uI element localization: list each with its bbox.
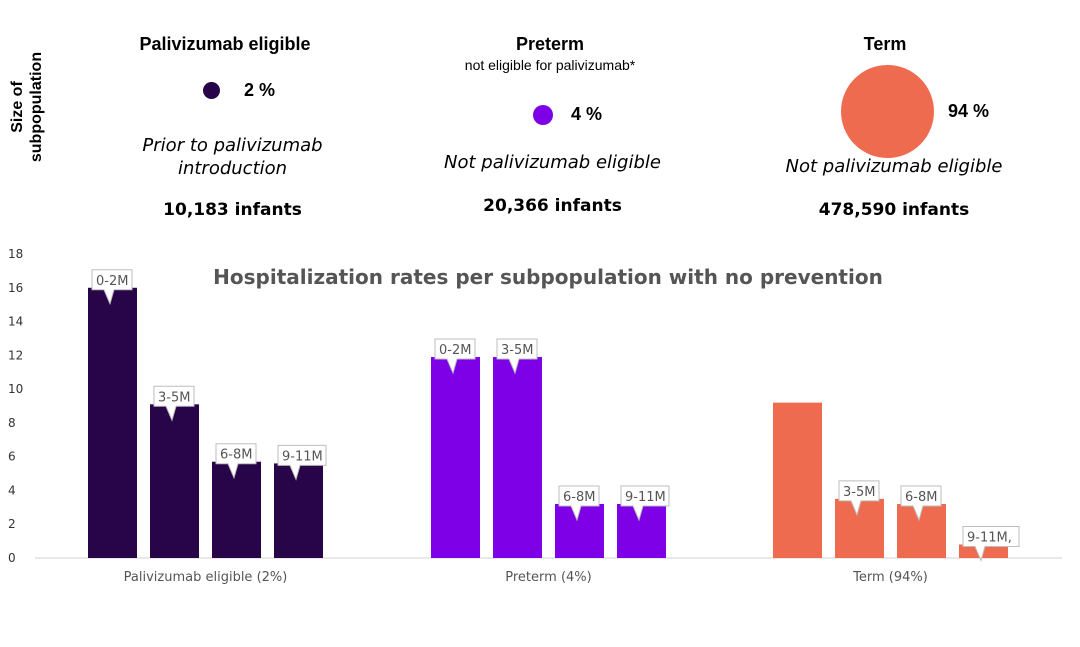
y-tick-label: 0 (8, 551, 16, 565)
bar-label-callout (215, 443, 257, 480)
percent-value: 2 % (244, 80, 276, 100)
bar-label-callout (620, 485, 670, 522)
bar (835, 498, 884, 558)
size-dot (203, 82, 220, 99)
group-title: Preterm (515, 34, 585, 54)
chart-title: Hospitalization rates per subpopulation … (213, 265, 883, 289)
size-indicator: 94 % (841, 65, 989, 158)
bar-label: 6-8M (563, 490, 595, 505)
percent-value: 94 % (948, 101, 990, 121)
bar-label: 3-5M (501, 343, 533, 358)
bar-label: 3-5M (843, 485, 875, 500)
group-title: Term (863, 34, 907, 54)
bar-label: 9-11M (625, 490, 666, 505)
bar-label-callout (434, 338, 476, 375)
bar-label: 0-2M (96, 274, 128, 289)
percent-value: 4 % (571, 104, 603, 124)
y-tick-label: 18 (8, 247, 23, 261)
bar (150, 404, 199, 558)
y-tick-label: 8 (8, 416, 16, 430)
bar-label: 9-11M, (967, 530, 1012, 545)
category-label: Term (94%) (852, 570, 928, 585)
y-tick-label: 6 (8, 450, 16, 464)
y-axis: 0 2 4 6 8 10 12 14 16 18 (8, 247, 23, 565)
bar-label: 3-5M (158, 390, 190, 405)
group-note: Not palivizumab eligible (760, 155, 1028, 178)
infants-count: 10,183 infants (163, 200, 302, 220)
hospitalization-bar-chart: Hospitalization rates per subpopulation … (8, 247, 1062, 585)
bar-label-callout (900, 485, 942, 522)
y-tick-label: 14 (8, 315, 23, 329)
size-dot (841, 65, 934, 158)
bar-label-callout (277, 444, 327, 481)
size-dot (533, 104, 553, 125)
group-term: Term (780, 34, 990, 55)
bar-label-callout (838, 480, 880, 517)
note-line: Prior to palivizumab (142, 135, 323, 156)
bar-label: 9-11M (282, 449, 323, 464)
group-title: Palivizumab eligible (139, 34, 311, 54)
bar (493, 357, 542, 558)
y-tick-label: 4 (8, 483, 16, 497)
group-note: Not palivizumab eligible (410, 151, 695, 174)
size-indicator: 4 % (533, 104, 602, 125)
bar-label: 0-2M (439, 343, 471, 358)
bar (773, 402, 822, 558)
infants-count: 20,366 infants (483, 196, 622, 216)
bar-label-callout (558, 485, 600, 522)
group-palivizumab-eligible: Palivizumab eligible (105, 34, 345, 55)
bar-label-callout (153, 385, 195, 422)
infants-count: 478,590 infants (818, 200, 970, 220)
bar-label: 6-8M (220, 448, 252, 463)
bars-layer: 0-2M 3-5M 6-8M 9-11M 0-2M 3-5M 6-8M 9-11M 3-5M 6-… (88, 269, 1020, 562)
bar (88, 287, 137, 558)
side-label: Size of subpopulation (8, 42, 48, 172)
note-line: introduction (177, 158, 288, 179)
category-label: Preterm (4%) (505, 570, 591, 585)
bar (212, 461, 261, 558)
category-label: Palivizumab eligible (2%) (124, 570, 288, 585)
bar-label-callout (496, 338, 538, 375)
group-preterm: Preterm not eligible for palivizumab* (420, 34, 680, 73)
note-line: Not palivizumab eligible (785, 156, 1003, 177)
group-subtitle: not eligible for palivizumab* (464, 57, 636, 73)
group-note: Prior to palivizumab introduction (100, 134, 365, 180)
category-labels: Palivizumab eligible (2%) Preterm (4%) Ter… (124, 570, 928, 585)
size-indicator: 2 % (203, 80, 275, 101)
y-tick-label: 2 (8, 517, 16, 531)
bar (431, 357, 480, 558)
y-tick-label: 16 (8, 281, 23, 295)
side-label-text: Size of subpopulation (9, 51, 45, 163)
y-tick-label: 12 (8, 348, 23, 362)
note-line: Not palivizumab eligible (444, 152, 661, 173)
bar-label-callout (962, 525, 1020, 562)
bar-label-callout (91, 269, 133, 306)
bar (274, 463, 323, 558)
y-tick-label: 10 (8, 382, 23, 396)
bar-label: 6-8M (905, 490, 937, 505)
